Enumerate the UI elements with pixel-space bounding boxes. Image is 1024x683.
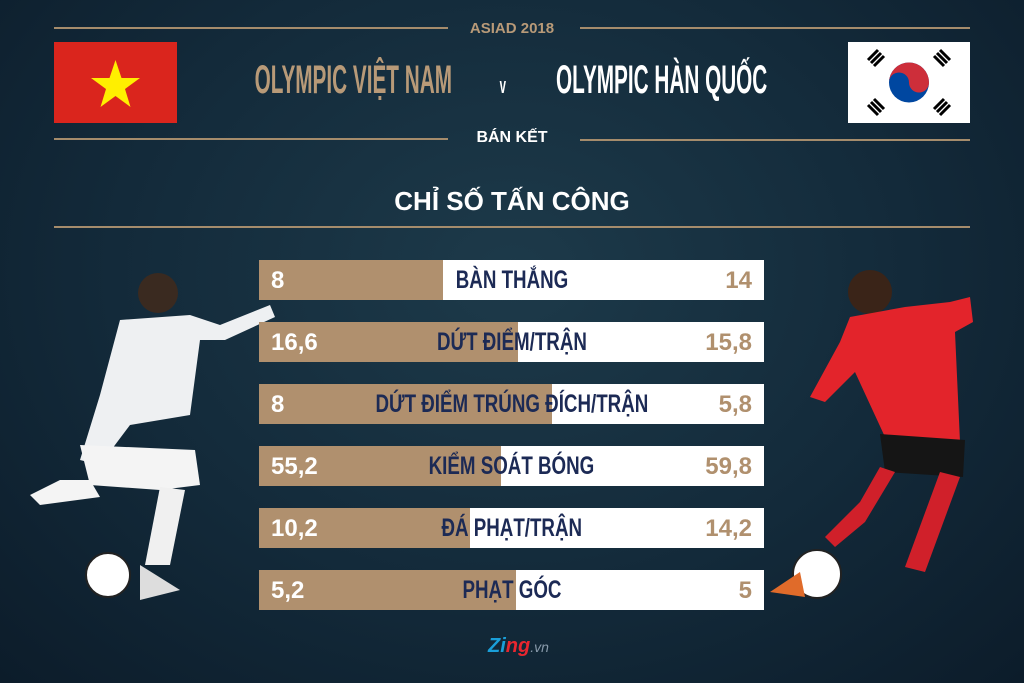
- korea-value: 14: [725, 267, 752, 294]
- stat-label: DỨT ĐIỂM TRÚNG ĐÍCH/TRẬN: [259, 390, 764, 419]
- stage-label: BÁN KẾT: [476, 129, 548, 146]
- vietnam-share-bar: [259, 446, 502, 486]
- team-right-name: OLYMPIC HÀN QUỐC: [555, 58, 768, 102]
- versus-label: v: [499, 73, 506, 98]
- korea-value: 5,8: [718, 391, 752, 418]
- korea-player-image: [770, 270, 973, 599]
- event-label: ASIAD 2018: [469, 20, 555, 37]
- korea-value: 59,8: [705, 453, 752, 480]
- vietnam-value: 8: [271, 391, 285, 418]
- vietnam-share-bar: [259, 508, 471, 548]
- stat-row: 8 DỨT ĐIỂM TRÚNG ĐÍCH/TRẬN 5,8: [259, 384, 764, 424]
- divider: [54, 27, 448, 29]
- stat-row: 8 BÀN THẮNG 14: [259, 260, 764, 300]
- vietnam-value: 16,6: [271, 329, 318, 356]
- stat-label-text: DỨT ĐIỂM TRÚNG ĐÍCH/TRẬN: [375, 390, 648, 418]
- zing-logo: Zing.vn: [488, 635, 549, 657]
- vietnam-value: 55,2: [271, 453, 318, 480]
- stat-label-text: DỨT ĐIỂM/TRẬN: [436, 328, 587, 356]
- stat-label-text: KIỂM SOÁT BÓNG: [428, 452, 595, 480]
- stat-row: 16,6 DỨT ĐIỂM/TRẬN 15,8: [259, 322, 764, 362]
- vietnam-flag: [54, 42, 177, 123]
- divider: [54, 226, 970, 228]
- team-left-name: OLYMPIC VIỆT NAM: [254, 58, 452, 102]
- vietnam-share-bar: [259, 570, 517, 610]
- stat-label: BÀN THẮNG: [259, 266, 764, 295]
- section-title: CHỈ SỐ TẤN CÔNG: [394, 186, 630, 216]
- stat-label-text: ĐÁ PHẠT/TRẬN: [441, 514, 582, 542]
- korea-value: 15,8: [705, 329, 752, 356]
- divider: [580, 27, 970, 29]
- stat-label: PHẠT GÓC: [259, 576, 764, 605]
- vietnam-share-bar: [259, 384, 552, 424]
- vietnam-player-image: [30, 273, 275, 600]
- stat-row: 10,2 ĐÁ PHẠT/TRẬN 14,2: [259, 508, 764, 548]
- stat-label: KIỂM SOÁT BÓNG: [259, 452, 764, 481]
- stat-row: 5,2 PHẠT GÓC 5: [259, 570, 764, 610]
- stat-label: DỨT ĐIỂM/TRẬN: [259, 328, 764, 357]
- korea-value: 14,2: [705, 515, 752, 542]
- stat-label: ĐÁ PHẠT/TRẬN: [259, 514, 764, 543]
- match-title: OLYMPIC VIỆT NAM v OLYMPIC HÀN QUỐC: [0, 58, 1024, 103]
- vietnam-value: 5,2: [271, 577, 305, 604]
- stat-label-text: BÀN THẮNG: [455, 266, 568, 294]
- divider: [54, 138, 448, 140]
- korea-flag: [848, 42, 970, 123]
- divider: [580, 139, 970, 141]
- stat-label-text: PHẠT GÓC: [462, 576, 561, 604]
- vietnam-share-bar: [259, 260, 443, 300]
- korea-value: 5: [738, 577, 752, 604]
- stat-row: 55,2 KIỂM SOÁT BÓNG 59,8: [259, 446, 764, 486]
- vietnam-value: 8: [271, 267, 285, 294]
- vietnam-value: 10,2: [271, 515, 318, 542]
- vietnam-share-bar: [259, 322, 518, 362]
